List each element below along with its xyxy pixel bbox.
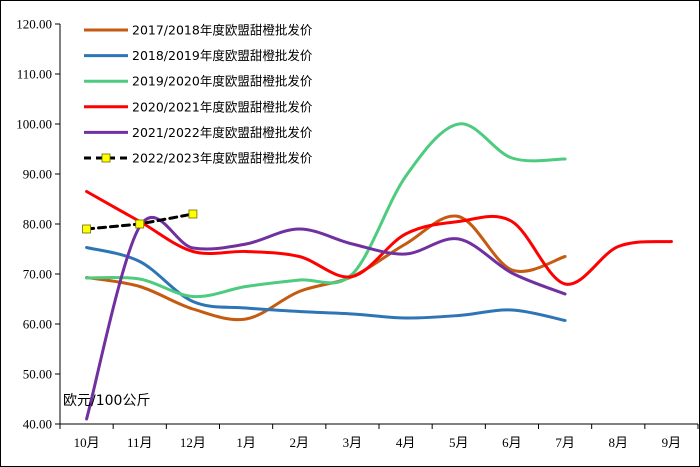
series-line — [85, 246, 567, 322]
series-2 — [85, 246, 567, 322]
x-tick-label: 2月 — [289, 435, 309, 450]
x-tick-label: 11月 — [127, 435, 153, 450]
series-line — [85, 190, 673, 286]
y-tick-label: 50.00 — [23, 367, 52, 382]
x-tick-label: 8月 — [608, 435, 628, 450]
series-line — [85, 216, 567, 421]
x-tick-label: 12月 — [180, 435, 206, 450]
data-point-marker — [188, 209, 198, 219]
legend-label: 2018/2019年度欧盟甜橙批发价 — [132, 48, 313, 63]
x-tick-label: 6月 — [502, 435, 522, 450]
y-tick-label: 110.00 — [17, 67, 52, 82]
legend-label: 2022/2023年度欧盟甜橙批发价 — [132, 151, 313, 166]
series-6 — [82, 209, 198, 234]
x-tick-label: 10月 — [74, 435, 100, 450]
x-tick-label: 5月 — [449, 435, 469, 450]
x-tick-label: 9月 — [662, 435, 682, 450]
legend-label: 2017/2018年度欧盟甜橙批发价 — [132, 23, 313, 38]
y-tick-label: 70.00 — [23, 267, 52, 282]
y-tick-label: 40.00 — [23, 417, 52, 432]
series-3 — [85, 122, 567, 299]
legend-item: 2021/2022年度欧盟甜橙批发价 — [84, 125, 313, 140]
series-4 — [85, 190, 673, 286]
x-tick-label: 1月 — [236, 435, 256, 450]
y-tick-label: 120.00 — [16, 17, 52, 32]
legend-item: 2022/2023年度欧盟甜橙批发价 — [84, 151, 313, 166]
legend-item: 2017/2018年度欧盟甜橙批发价 — [84, 23, 313, 38]
series-line — [85, 122, 567, 299]
legend-item: 2018/2019年度欧盟甜橙批发价 — [84, 48, 313, 63]
data-point-marker — [82, 224, 91, 234]
y-tick-label: 90.00 — [23, 167, 52, 182]
legend-label: 2019/2020年度欧盟甜橙批发价 — [132, 74, 313, 89]
axes: 40.00 50.00 60.00 70.00 80.00 90.00 100.00 110.… — [16, 17, 699, 450]
x-tick-label: 7月 — [555, 435, 575, 450]
y-tick-label: 100.00 — [16, 117, 52, 132]
series-5 — [85, 216, 567, 421]
legend-item: 2019/2020年度欧盟甜橙批发价 — [84, 74, 313, 89]
data-point-marker — [135, 219, 145, 229]
series-lines — [82, 122, 673, 421]
legend-item: 2020/2021年度欧盟甜橙批发价 — [84, 99, 313, 114]
legend-label: 2020/2021年度欧盟甜橙批发价 — [132, 99, 313, 114]
unit-label: 欧元/100公斤 — [63, 393, 150, 409]
x-tick-label: 3月 — [343, 435, 363, 450]
x-tick-label: 4月 — [396, 435, 416, 450]
y-tick-label: 60.00 — [23, 317, 52, 332]
legend-label: 2021/2022年度欧盟甜橙批发价 — [132, 125, 313, 140]
y-tick-label: 80.00 — [23, 217, 52, 232]
legend-marker — [101, 153, 111, 163]
legend: 2017/2018年度欧盟甜橙批发价 2018/2019年度欧盟甜橙批发价 2019… — [84, 23, 313, 166]
